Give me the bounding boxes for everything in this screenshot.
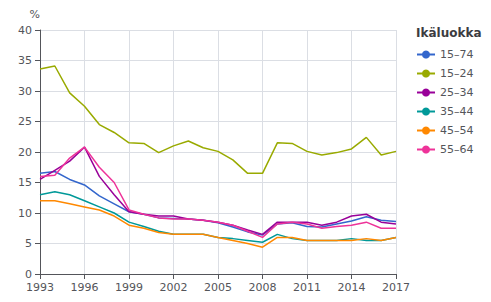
svg-text:2014: 2014: [338, 281, 366, 294]
svg-text:10: 10: [18, 207, 32, 220]
svg-text:55–64: 55–64: [440, 143, 474, 156]
svg-text:25–34: 25–34: [440, 86, 474, 99]
svg-text:2005: 2005: [204, 281, 232, 294]
svg-text:1999: 1999: [115, 281, 143, 294]
svg-text:1996: 1996: [71, 281, 99, 294]
svg-text:2011: 2011: [293, 281, 321, 294]
svg-text:20: 20: [18, 146, 32, 159]
svg-text:2002: 2002: [160, 281, 188, 294]
svg-text:40: 40: [18, 24, 32, 37]
svg-text:2008: 2008: [249, 281, 277, 294]
svg-text:30: 30: [18, 85, 32, 98]
svg-text:%: %: [30, 8, 40, 21]
svg-text:35: 35: [18, 54, 32, 67]
svg-text:25: 25: [18, 115, 32, 128]
svg-text:15–24: 15–24: [440, 67, 474, 80]
svg-text:15–74: 15–74: [440, 48, 474, 61]
svg-text:35–44: 35–44: [440, 105, 474, 118]
svg-text:45–54: 45–54: [440, 124, 474, 137]
svg-text:15: 15: [18, 176, 32, 189]
svg-text:0: 0: [25, 268, 32, 281]
svg-text:5: 5: [25, 237, 32, 250]
svg-text:2017: 2017: [382, 281, 410, 294]
svg-text:Ikäluokka: Ikäluokka: [416, 26, 482, 40]
svg-text:1993: 1993: [26, 281, 54, 294]
